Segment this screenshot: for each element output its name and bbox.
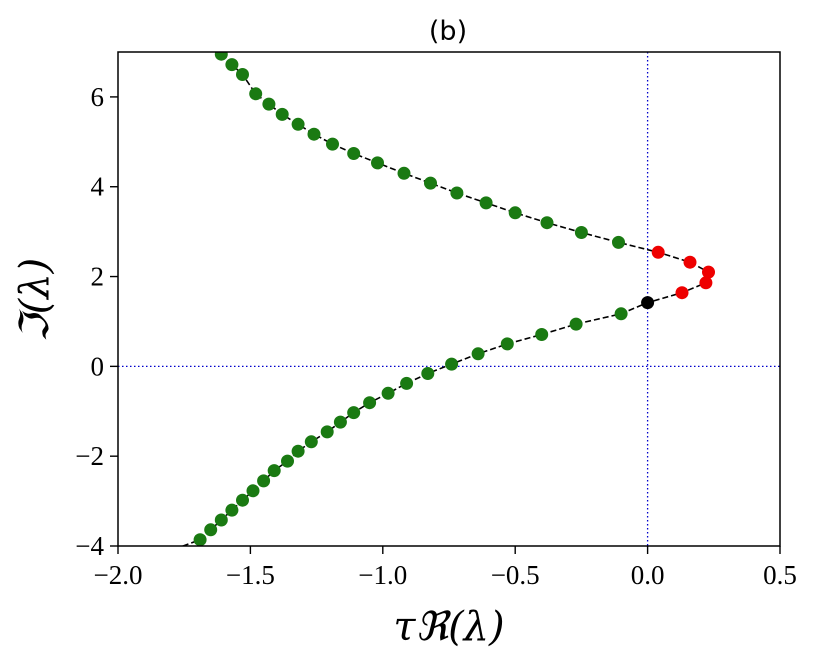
data-point xyxy=(363,396,377,410)
y-tick-label: 6 xyxy=(91,82,105,112)
data-point xyxy=(267,464,281,478)
data-point xyxy=(281,454,294,468)
x-tick-label: −2.0 xyxy=(94,560,143,590)
chart-title: (b) xyxy=(429,16,467,47)
data-point xyxy=(445,357,459,371)
x-tick-label: 0.5 xyxy=(763,560,797,590)
data-point xyxy=(257,474,271,488)
data-point xyxy=(371,156,384,170)
data-point xyxy=(500,337,514,351)
data-point xyxy=(214,513,228,527)
y-tick-label: 2 xyxy=(91,262,105,292)
data-point xyxy=(683,255,697,269)
data-point xyxy=(508,206,522,220)
data-point xyxy=(699,276,713,290)
x-axis: −2.0 −1.5 −1.0 −0.5 0.0 0.5 xyxy=(94,546,797,590)
data-point xyxy=(535,328,549,341)
data-point xyxy=(225,58,239,72)
y-tick-label: −2 xyxy=(75,441,104,471)
data-point xyxy=(291,117,305,131)
data-point xyxy=(214,52,228,61)
data-point xyxy=(193,533,207,546)
data-point xyxy=(291,444,305,458)
y-tick-label: −4 xyxy=(75,531,104,561)
data-point xyxy=(641,296,655,310)
data-point xyxy=(304,435,318,449)
x-tick-label: −1.0 xyxy=(358,560,407,590)
data-point xyxy=(540,216,554,230)
data-point xyxy=(320,425,334,439)
marker-layer xyxy=(193,52,715,546)
data-point xyxy=(307,127,321,141)
data-point xyxy=(702,265,715,279)
dashed-curve xyxy=(180,53,710,546)
data-point xyxy=(675,286,689,300)
data-point xyxy=(421,367,435,380)
data-point xyxy=(225,503,239,517)
curve-layer xyxy=(180,53,710,546)
data-point xyxy=(333,415,347,429)
data-point xyxy=(569,317,583,331)
data-point xyxy=(204,523,218,537)
data-point xyxy=(479,196,493,210)
data-point xyxy=(236,68,249,81)
data-point xyxy=(612,235,625,249)
data-point xyxy=(574,226,588,239)
y-tick-label: 4 xyxy=(91,172,105,202)
data-point xyxy=(397,166,411,180)
data-point xyxy=(347,147,361,160)
data-point xyxy=(651,245,665,259)
data-point xyxy=(381,386,395,400)
data-point xyxy=(275,107,289,121)
x-tick-label: −0.5 xyxy=(491,560,540,590)
x-axis-label: τℜ(λ) xyxy=(393,604,504,650)
data-point xyxy=(450,186,464,200)
y-axis: −4 −2 0 2 4 6 xyxy=(75,82,118,561)
plot-frame xyxy=(117,51,781,547)
data-point xyxy=(400,376,414,390)
data-point xyxy=(236,493,249,507)
data-point xyxy=(471,347,485,361)
x-tick-label: 0.0 xyxy=(631,560,665,590)
y-axis-label: ℑ(λ) xyxy=(12,258,58,342)
x-tick-label: −1.5 xyxy=(226,560,275,590)
data-point xyxy=(347,406,361,420)
data-point xyxy=(614,307,628,321)
data-point xyxy=(249,87,263,101)
data-point xyxy=(262,97,276,111)
y-tick-label: 0 xyxy=(91,351,105,381)
data-point xyxy=(424,176,437,190)
data-point xyxy=(246,484,260,498)
data-point xyxy=(326,137,339,151)
